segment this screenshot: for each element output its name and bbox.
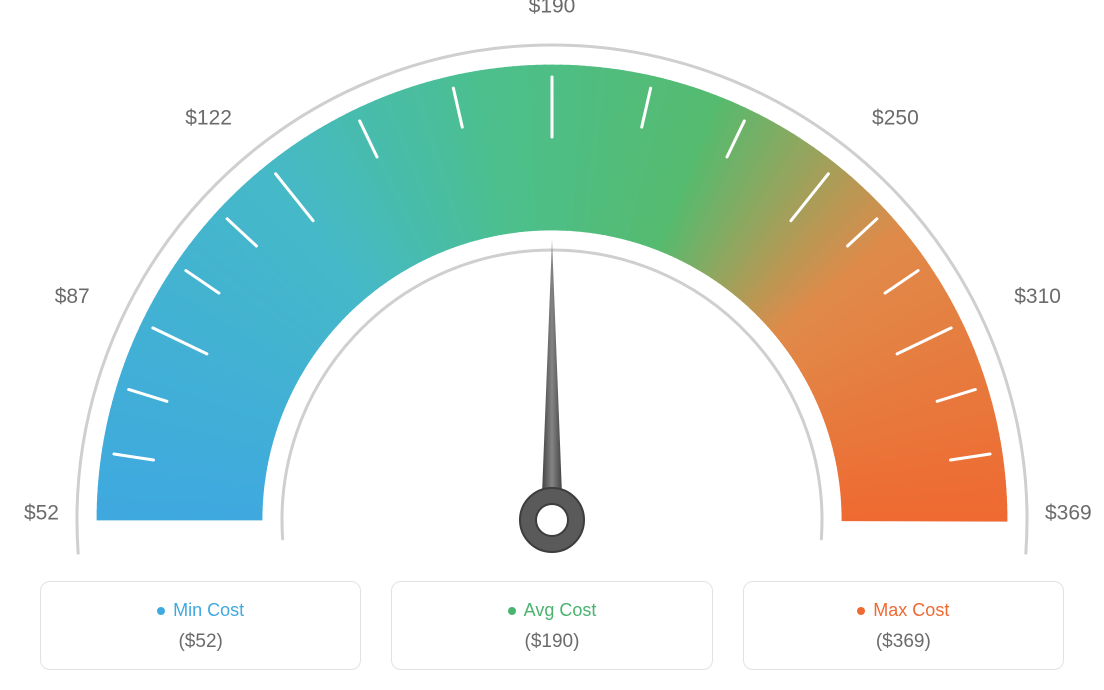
- legend-max-title: Max Cost: [754, 600, 1053, 621]
- gauge-tick-label: $369: [1045, 502, 1092, 525]
- gauge-tick-label: $250: [872, 107, 919, 130]
- legend-min-box: Min Cost ($52): [40, 581, 361, 670]
- legend-avg-value: ($190): [402, 631, 701, 653]
- dot-icon: [157, 607, 165, 615]
- legend-avg-box: Avg Cost ($190): [391, 581, 712, 670]
- gauge-svg: $52 $87 $122 $190 $250 $310 $369: [0, 0, 1104, 560]
- dot-icon: [508, 607, 516, 615]
- gauge-needle: [541, 240, 563, 520]
- gauge-tick-label: $190: [529, 0, 576, 18]
- legend-row: Min Cost ($52) Avg Cost ($190) Max Cost …: [0, 581, 1104, 670]
- legend-avg-title: Avg Cost: [402, 600, 701, 621]
- legend-min-label: Min Cost: [173, 600, 244, 620]
- legend-min-value: ($52): [51, 631, 350, 653]
- gauge-tick-label: $87: [55, 285, 90, 308]
- dot-icon: [857, 607, 865, 615]
- legend-min-title: Min Cost: [51, 600, 350, 621]
- legend-max-value: ($369): [754, 631, 1053, 653]
- legend-max-label: Max Cost: [873, 600, 949, 620]
- legend-max-box: Max Cost ($369): [743, 581, 1064, 670]
- gauge-tick-label: $52: [24, 502, 59, 525]
- gauge-tick-label: $122: [185, 107, 232, 130]
- gauge-chart-container: $52 $87 $122 $190 $250 $310 $369 Min Cost ($52…: [0, 0, 1104, 690]
- gauge-tick-label: $310: [1014, 285, 1061, 308]
- gauge: $52 $87 $122 $190 $250 $310 $369: [0, 0, 1104, 560]
- legend-avg-label: Avg Cost: [524, 600, 597, 620]
